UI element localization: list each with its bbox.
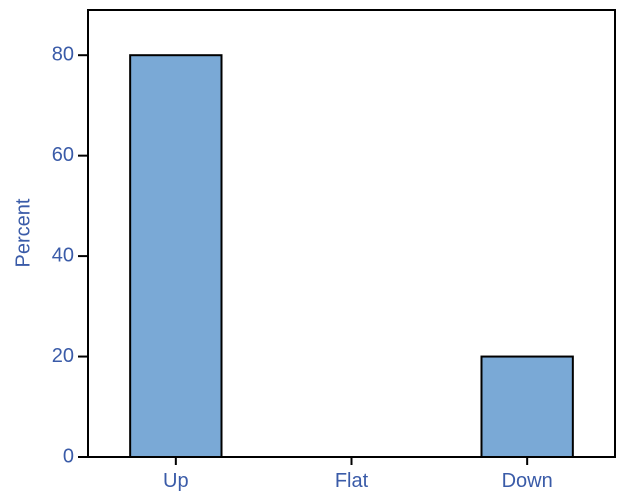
- bar-down: [480, 355, 574, 459]
- x-category-label: Down: [502, 470, 553, 492]
- bar-up: [129, 54, 223, 459]
- y-tick-label: 80: [52, 43, 74, 65]
- y-axis-title: Percent: [12, 198, 34, 267]
- bars-group: [129, 54, 574, 459]
- y-tick-label: 60: [52, 144, 74, 166]
- y-axis-ticks: 0 20 40 60 80: [52, 43, 88, 467]
- x-axis-labels: Up Flat Down: [163, 457, 553, 492]
- x-category-label: Flat: [335, 470, 369, 492]
- y-tick-label: 20: [52, 345, 74, 367]
- x-category-label: Up: [163, 470, 189, 492]
- y-tick-label: 40: [52, 244, 74, 266]
- y-tick-label: 0: [63, 445, 74, 467]
